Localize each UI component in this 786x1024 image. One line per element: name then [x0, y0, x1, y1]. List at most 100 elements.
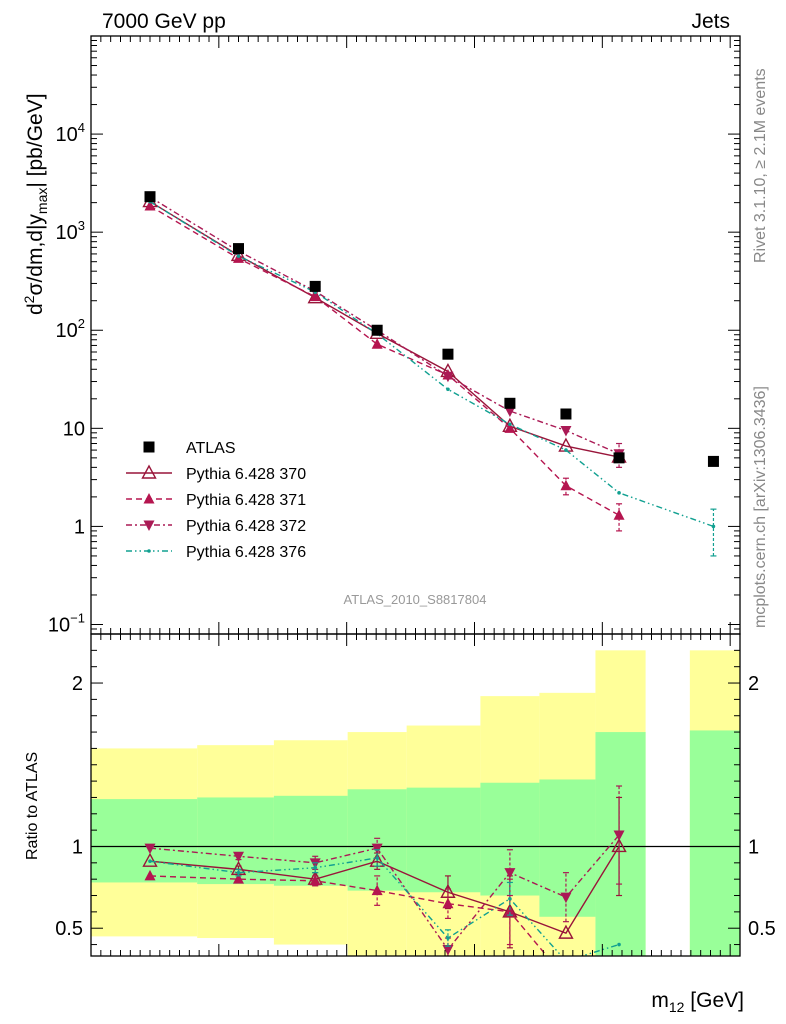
data-point-p372 — [560, 426, 572, 437]
legend-label: ATLAS — [186, 440, 236, 457]
series-line-p372 — [149, 834, 620, 951]
x-axis-label: m12 [GeV] — [651, 989, 744, 1015]
data-point-p376 — [617, 491, 621, 495]
data-point-atlas — [233, 243, 244, 255]
data-point-p376 — [617, 942, 621, 947]
series-line-p376 — [149, 200, 714, 528]
data-point-atlas — [144, 191, 156, 203]
data-point-p376 — [375, 856, 379, 860]
legend-label: Pythia 6.428 370 — [186, 466, 306, 483]
data-point-p376 — [711, 524, 716, 529]
y-tick-label: 103 — [56, 218, 85, 244]
y-tick-label-base: 10 — [56, 222, 78, 244]
ratio-y-axis-label: Ratio to ATLAS — [24, 752, 41, 860]
data-point-p376 — [564, 448, 568, 452]
main-series-layer — [142, 191, 719, 557]
y-tick-label-exponent: 2 — [78, 316, 85, 331]
data-point-p376 — [148, 859, 152, 863]
data-point-p371 — [560, 973, 571, 984]
y-tick-label-base: 10 — [63, 418, 85, 440]
y-tick-label: 1 — [74, 516, 85, 538]
data-point-p376 — [446, 936, 450, 940]
data-point-p371 — [504, 905, 516, 917]
data-point-p376 — [508, 896, 512, 901]
header-right: Jets — [691, 10, 730, 33]
series-p371 — [144, 869, 625, 984]
data-point-p372 — [442, 944, 454, 956]
data-point-p370 — [307, 289, 323, 304]
y-tick-label: 10−1 — [48, 610, 85, 636]
series-line-p371 — [149, 205, 620, 516]
data-point-p371 — [442, 897, 454, 909]
legend: ATLAS Pythia 6.428 370 Pythia 6.428 371 Pyt… — [126, 440, 306, 561]
series-p372 — [144, 192, 625, 468]
data-point-p371 — [371, 338, 383, 349]
legend-marker — [143, 493, 155, 504]
data-point-p372 — [442, 371, 454, 383]
data-point-p370 — [142, 852, 158, 867]
ratio-y-tick-label: 0.5 — [55, 918, 83, 940]
data-point-atlas — [613, 452, 625, 464]
legend-item-p376: Pythia 6.428 376 — [126, 544, 306, 561]
series-line-p370 — [149, 200, 620, 458]
legend-label: Pythia 6.428 372 — [186, 518, 306, 535]
data-point-atlas — [442, 348, 454, 360]
main-y-axis-label: d2σ/dm,d|ymax| [pb/GeV] — [21, 93, 50, 315]
data-point-p372 — [504, 868, 516, 879]
header-left: 7000 GeV pp — [102, 10, 226, 33]
legend-marker — [147, 549, 151, 553]
data-point-p376 — [508, 422, 512, 427]
mcplots-text: mcplots.cern.ch [arXiv:1306.3436] — [752, 386, 769, 628]
series-p370 — [142, 193, 627, 463]
legend-label: Pythia 6.428 376 — [186, 544, 306, 561]
ratio-y-tick-label-right: 2 — [748, 673, 759, 695]
ratio-y-tick-label: 1 — [72, 836, 83, 858]
y-tick-label-exponent: 4 — [78, 120, 85, 135]
data-point-p372 — [560, 892, 572, 904]
ratio-y-tick-label-right: 1 — [748, 836, 759, 858]
ratio-uncertainty-bands — [91, 650, 740, 956]
green-band-segment — [689, 730, 740, 956]
data-point-p371 — [309, 874, 321, 886]
legend-item-p371: Pythia 6.428 371 — [126, 492, 306, 509]
data-point-p372 — [613, 830, 625, 842]
series-line-p372 — [149, 196, 620, 455]
data-point-p376 — [564, 959, 568, 963]
y-tick-label: 10 — [63, 418, 85, 440]
series-line-p370 — [149, 846, 620, 934]
legend-marker — [143, 520, 155, 531]
data-point-p371 — [613, 509, 625, 520]
data-point-p376 — [236, 870, 241, 875]
data-point-atlas — [309, 280, 321, 292]
data-point-p372 — [144, 843, 156, 855]
data-point-p371 — [504, 422, 516, 433]
y-tick-label-base: 10 — [56, 124, 78, 146]
data-point-p371 — [614, 961, 625, 972]
series-p376 — [148, 849, 621, 963]
data-point-p376 — [446, 387, 450, 392]
series-atlas — [144, 191, 719, 467]
series-line-p371 — [149, 875, 548, 956]
data-point-p372 — [504, 406, 516, 418]
legend-item-p370: Pythia 6.428 370 — [126, 464, 306, 483]
green-band-segment — [595, 732, 646, 956]
y-tick-label-base: 1 — [74, 516, 85, 538]
legend-marker — [141, 464, 157, 479]
y-tick-label-base: 10 — [56, 320, 78, 342]
data-point-atlas — [371, 324, 383, 336]
y-tick-label-exponent: 3 — [78, 218, 85, 233]
data-point-p376 — [236, 254, 241, 258]
green-band-segment — [406, 787, 481, 893]
ratio-series-layer — [142, 785, 627, 984]
data-point-atlas — [504, 397, 516, 409]
data-point-p372 — [309, 858, 321, 869]
data-point-p371 — [371, 884, 383, 896]
data-point-p371 — [144, 199, 156, 211]
legend-item-atlas: ATLAS — [143, 440, 236, 457]
y-tick-label: 102 — [56, 316, 85, 342]
data-point-p371 — [144, 869, 156, 881]
data-point-atlas — [707, 455, 719, 467]
ratio-y-tick-label-right: 0.5 — [748, 918, 776, 940]
